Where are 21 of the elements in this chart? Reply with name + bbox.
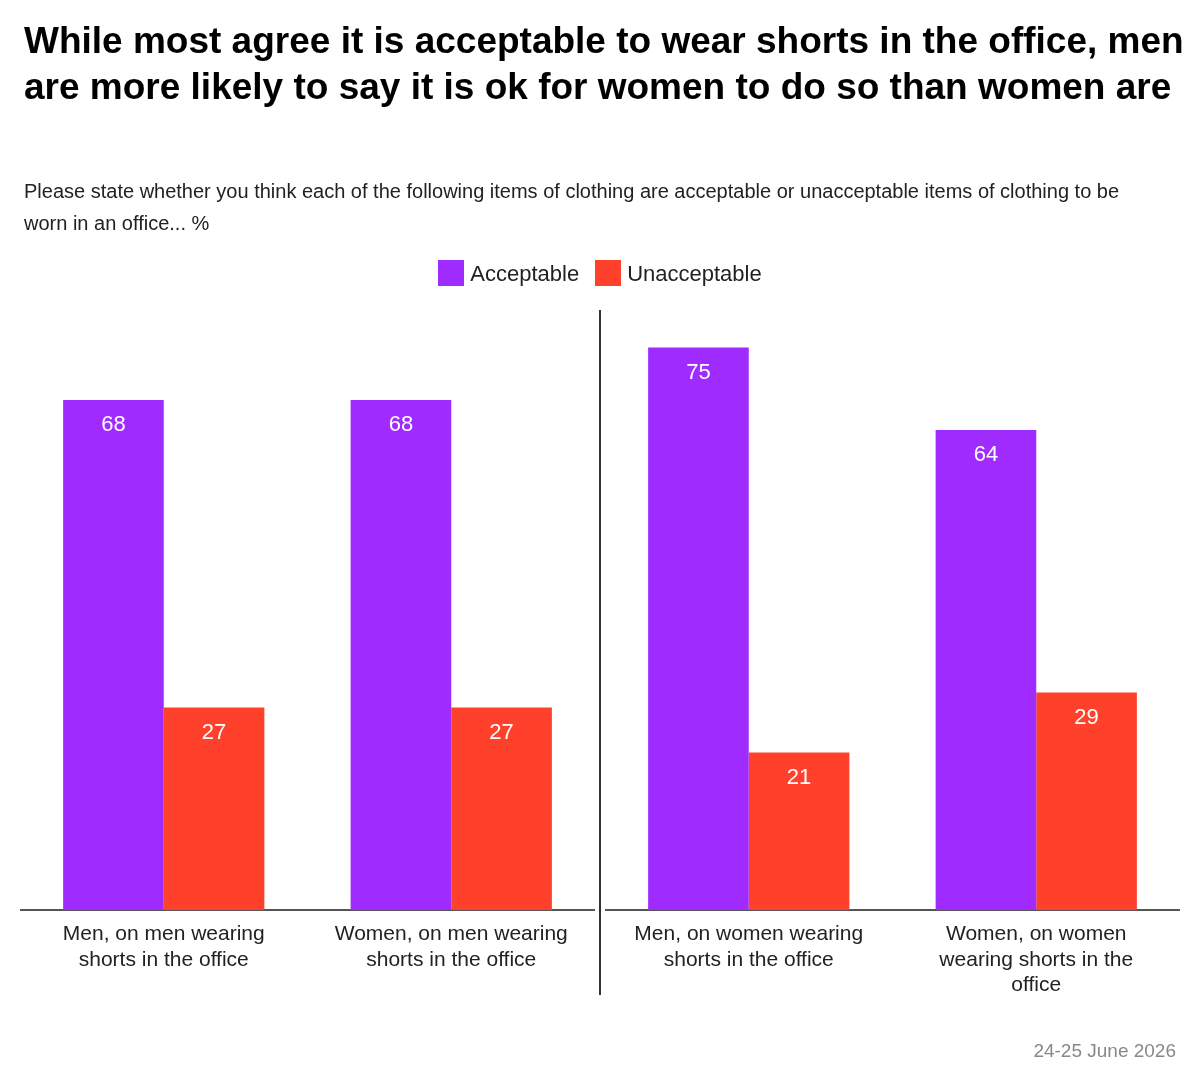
- x-tick-label: Men, on men wearing shorts in the office: [62, 921, 265, 970]
- data-label: 29: [1074, 703, 1099, 729]
- data-label: 27: [489, 718, 514, 744]
- x-tick-label: Women, on men wearing shorts in the office: [334, 921, 568, 970]
- chart-subtitle: Please state whether you think each of the following items of clothing are acceptable or unacceptable items of clothing to be worn in an office... %: [24, 179, 1121, 236]
- bar: [748, 752, 850, 910]
- data-label: 75: [686, 358, 711, 384]
- legend-label: Unacceptable: [626, 260, 762, 287]
- text: 24-25 June 2026: [1033, 1040, 1176, 1062]
- data-label: 21: [786, 763, 812, 789]
- data-label: 64: [973, 441, 999, 467]
- legend-label: Acceptable: [469, 260, 580, 287]
- bar: [1036, 692, 1137, 910]
- bar: [935, 430, 1037, 910]
- chart-title: While most agree it is acceptable to wear shorts in the office, men are more likely to say it is ok for women to do so than women are: [24, 19, 1184, 109]
- data-label: 68: [101, 411, 126, 437]
- data-label: 27: [201, 718, 227, 744]
- data-label: 68: [388, 411, 414, 437]
- bar: [648, 347, 749, 910]
- x-tick-label: Women, on women wearing shorts in the office: [938, 921, 1134, 995]
- x-tick-label: Men, on women wearing shorts in the office: [634, 921, 864, 970]
